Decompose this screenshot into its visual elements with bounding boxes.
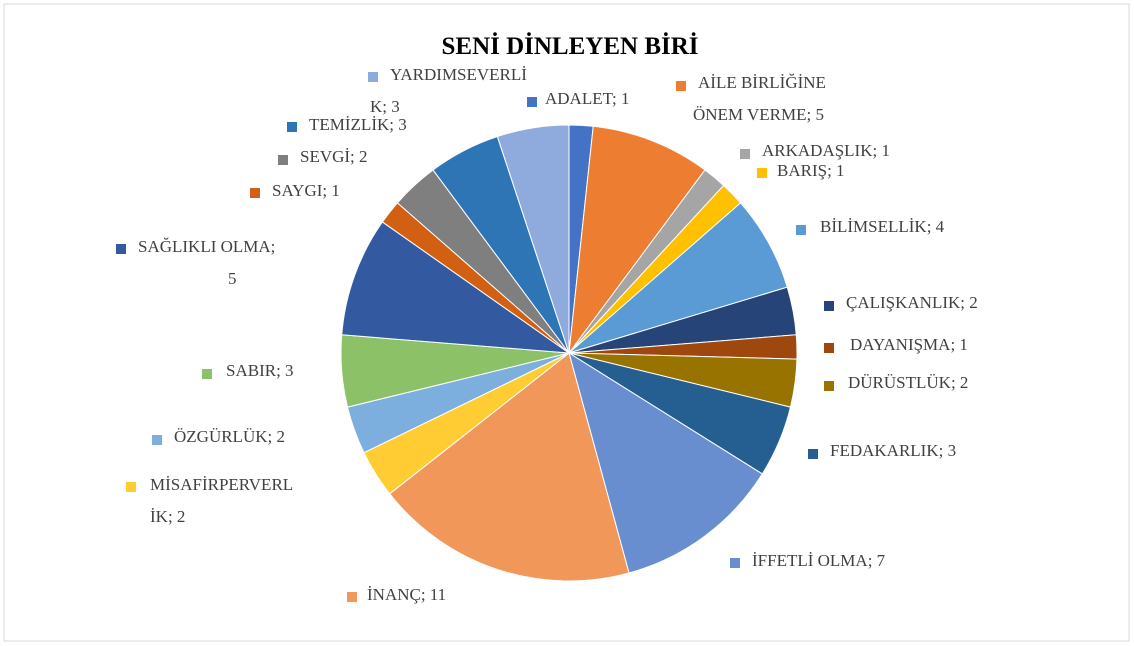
data-label-line: BARIŞ; 1 bbox=[777, 161, 845, 180]
data-label-line: DAYANIŞMA; 1 bbox=[850, 335, 968, 354]
data-label: SABIR; 3 bbox=[226, 361, 294, 380]
data-label-line: DÜRÜSTLÜK; 2 bbox=[848, 373, 968, 392]
label-key bbox=[152, 435, 162, 445]
label-key bbox=[527, 97, 537, 107]
label-key bbox=[824, 301, 834, 311]
data-label: İNANÇ; 11 bbox=[367, 585, 446, 604]
data-label-line: FEDAKARLIK; 3 bbox=[830, 441, 956, 460]
pie-slice bbox=[341, 221, 571, 354]
pie-slice bbox=[388, 352, 630, 582]
data-label-line: İK; 2 bbox=[150, 507, 185, 526]
data-label: ÖZGÜRLÜK; 2 bbox=[174, 427, 285, 446]
label-key bbox=[250, 188, 260, 198]
data-label-line: ÖZGÜRLÜK; 2 bbox=[174, 427, 285, 446]
data-label: MİSAFİRPERVERL İK; 2 bbox=[150, 475, 293, 526]
label-key bbox=[278, 155, 288, 165]
label-key bbox=[740, 149, 750, 159]
data-label: ARKADAŞLIK; 1 bbox=[762, 141, 890, 160]
data-label: SAĞLIKLI OLMA; 5 bbox=[138, 237, 275, 288]
data-label-line: MİSAFİRPERVERL bbox=[150, 475, 293, 494]
data-label: ÇALIŞKANLIK; 2 bbox=[846, 293, 978, 312]
data-label-line: K; 3 bbox=[370, 97, 400, 116]
data-label: SEVGİ; 2 bbox=[300, 147, 368, 166]
data-label-line: TEMİZLİK; 3 bbox=[309, 115, 407, 134]
data-label-line: SEVGİ; 2 bbox=[300, 147, 368, 166]
data-label-line: ÖNEM VERME; 5 bbox=[693, 105, 824, 124]
label-key bbox=[287, 122, 297, 132]
label-key bbox=[202, 369, 212, 379]
chart-title: SENİ DİNLEYEN BİRİ bbox=[441, 32, 698, 60]
data-label: YARDIMSEVERLİ K; 3 bbox=[370, 65, 527, 116]
data-label-line: SABIR; 3 bbox=[226, 361, 294, 380]
data-label: DAYANIŞMA; 1 bbox=[850, 335, 968, 354]
data-label-line: SAĞLIKLI OLMA; bbox=[138, 237, 275, 256]
label-key bbox=[808, 449, 818, 459]
label-key bbox=[757, 168, 767, 178]
data-label: SAYGI; 1 bbox=[272, 181, 340, 200]
data-label-line: AİLE BİRLİĞİNE bbox=[698, 73, 826, 92]
data-label: BİLİMSELLİK; 4 bbox=[820, 217, 945, 236]
data-label-line: İNANÇ; 11 bbox=[367, 585, 446, 604]
pie-slice bbox=[568, 125, 706, 355]
data-label-line: ARKADAŞLIK; 1 bbox=[762, 141, 890, 160]
label-key bbox=[126, 482, 136, 492]
label-key bbox=[368, 72, 378, 82]
data-label-line: YARDIMSEVERLİ bbox=[390, 65, 527, 84]
data-label: BARIŞ; 1 bbox=[777, 161, 845, 180]
data-label: ADALET; 1 bbox=[545, 89, 630, 108]
label-key bbox=[730, 558, 740, 568]
label-key bbox=[116, 244, 126, 254]
data-label: FEDAKARLIK; 3 bbox=[830, 441, 956, 460]
data-label: AİLE BİRLİĞİNE ÖNEM VERME; 5 bbox=[693, 73, 826, 124]
label-key bbox=[676, 81, 686, 91]
data-label-line: ADALET; 1 bbox=[545, 89, 630, 108]
data-label-line: SAYGI; 1 bbox=[272, 181, 340, 200]
data-label: İFFETLİ OLMA; 7 bbox=[752, 551, 886, 570]
label-key bbox=[347, 592, 357, 602]
data-label-line: İFFETLİ OLMA; 7 bbox=[752, 551, 886, 570]
label-key bbox=[824, 381, 834, 391]
data-label: DÜRÜSTLÜK; 2 bbox=[848, 373, 968, 392]
pie-slice bbox=[568, 351, 763, 574]
data-label-line: ÇALIŞKANLIK; 2 bbox=[846, 293, 978, 312]
data-label-line: BİLİMSELLİK; 4 bbox=[820, 217, 945, 236]
pie-slice bbox=[496, 124, 570, 354]
data-label: TEMİZLİK; 3 bbox=[309, 115, 407, 134]
label-key bbox=[796, 225, 806, 235]
data-label-line: 5 bbox=[228, 269, 237, 288]
label-key bbox=[824, 343, 834, 353]
